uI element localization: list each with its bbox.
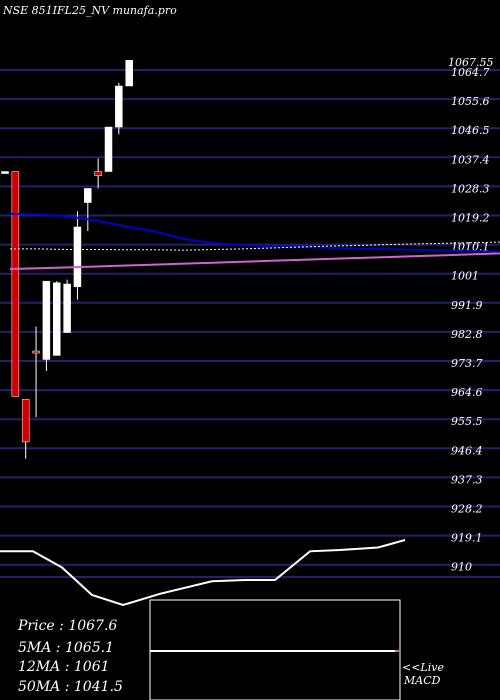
y-tick-label: 1064.7 — [451, 66, 490, 79]
y-tick-label: 919.1 — [451, 532, 483, 545]
y-tick-label: 964.6 — [451, 386, 483, 399]
y-tick-label: 1001 — [451, 270, 479, 283]
ma-blue-line — [9, 212, 500, 253]
y-tick-label: 955.5 — [451, 415, 483, 428]
candle-body — [104, 126, 113, 172]
price-label: Price : 1067.6 — [17, 618, 117, 634]
chart-title: NSE 851IFL25_NV munafa.pro — [2, 4, 177, 17]
y-tick-label: 910 — [451, 561, 472, 574]
candle-body — [11, 171, 20, 397]
candle-body — [21, 399, 30, 443]
info-box: Price : 1067.6 5MA : 1065.1 12MA : 1061 … — [17, 618, 123, 695]
ma5-label: 5MA : 1065.1 — [18, 640, 114, 656]
y-tick-label: 1037.4 — [451, 153, 490, 166]
candle-body — [63, 283, 71, 333]
y-tick-label: 1028.3 — [451, 182, 490, 195]
candle-body — [84, 188, 92, 203]
y-tick-label: 982.8 — [451, 328, 483, 341]
y-tick-label: 1046.5 — [451, 124, 490, 137]
volume-line — [0, 539, 406, 607]
ma-purple-line — [9, 252, 500, 270]
macd-label: MACD — [403, 674, 441, 687]
candle-body — [115, 85, 123, 128]
y-tick-label: 937.3 — [451, 473, 483, 486]
macd-live-label: <<Live — [402, 661, 444, 674]
y-tick-label: 946.4 — [451, 444, 483, 457]
candle-body — [125, 60, 133, 87]
candle-body — [73, 226, 82, 288]
candle-body — [94, 171, 102, 176]
y-tick-label: 928.2 — [451, 503, 483, 516]
grid-lines — [0, 69, 500, 578]
last-price-label: 1067.55 — [448, 56, 494, 69]
volume-line-path — [0, 539, 406, 607]
y-tick-label: 1019.2 — [451, 212, 490, 225]
y-tick-label: 991.9 — [451, 299, 483, 312]
candle-body — [42, 280, 51, 360]
y-tick-label: 973.7 — [451, 357, 483, 370]
y-tick-label: 1055.6 — [451, 95, 490, 108]
candle-body — [32, 350, 40, 354]
candle-series — [1, 60, 133, 459]
ma12-label: 12MA : 1061 — [18, 659, 110, 675]
candle-body — [53, 282, 61, 356]
candle-body — [1, 171, 9, 174]
moving-average-lines — [9, 212, 500, 270]
ma50-label: 50MA : 1041.5 — [18, 679, 123, 695]
